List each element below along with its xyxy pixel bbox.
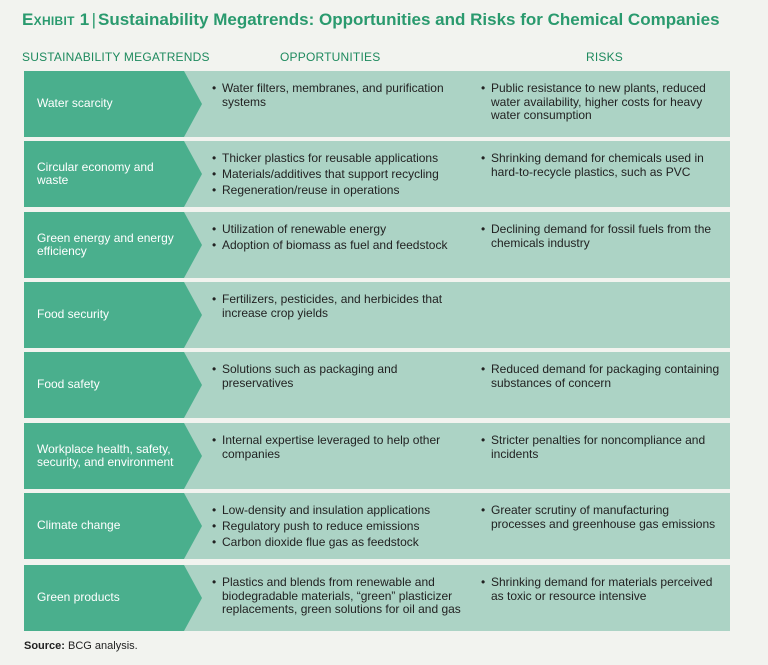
megatrend-row: Circular economy and waste Thicker plasti… xyxy=(24,141,730,207)
header-risks: RISKS xyxy=(586,50,624,64)
risks-list: Shrinking demand for materials perceived… xyxy=(481,575,721,603)
opportunity-item: Solutions such as packaging and preserva… xyxy=(212,362,462,390)
opportunities-cell: Plastics and blends from renewable and b… xyxy=(212,575,462,619)
opportunities-cell: Utilization of renewable energyAdoption … xyxy=(212,222,462,255)
opportunities-list: Fertilizers, pesticides, and herbicides … xyxy=(212,292,462,320)
megatrend-label: Green energy and energy efficiency xyxy=(24,212,202,278)
title-separator: | xyxy=(91,10,96,29)
opportunities-cell: Internal expertise leveraged to help oth… xyxy=(212,433,462,464)
risk-item: Stricter penalties for noncompliance and… xyxy=(481,433,721,461)
exhibit-title: Exhibit 1 | Sustainability Megatrends: Opp… xyxy=(22,10,720,30)
opportunities-cell: Low-density and insulation applicationsR… xyxy=(212,503,462,552)
risks-list: Public resistance to new plants, reduced… xyxy=(481,81,721,123)
opportunity-item: Materials/additives that support recycli… xyxy=(212,167,462,182)
risks-cell: Declining demand for fossil fuels from t… xyxy=(481,222,721,253)
risk-item: Declining demand for fossil fuels from t… xyxy=(481,222,721,250)
source-note: Source: BCG analysis. xyxy=(24,640,138,652)
opportunities-list: Internal expertise leveraged to help oth… xyxy=(212,433,462,461)
megatrend-row: Water scarcity Water filters, membranes, … xyxy=(24,71,730,137)
megatrend-name: Green products xyxy=(37,590,120,605)
megatrend-name: Green energy and energy efficiency xyxy=(37,230,174,258)
megatrend-label: Green products xyxy=(24,565,202,631)
opportunity-item: Plastics and blends from renewable and b… xyxy=(212,575,462,617)
risks-list: Stricter penalties for noncompliance and… xyxy=(481,433,721,461)
risk-item: Reduced demand for packaging containing … xyxy=(481,362,721,390)
opportunities-cell: Water filters, membranes, and purificati… xyxy=(212,81,462,112)
opportunity-item: Low-density and insulation applications xyxy=(212,503,462,518)
risks-list: Reduced demand for packaging containing … xyxy=(481,362,721,390)
risk-item: Public resistance to new plants, reduced… xyxy=(481,81,721,123)
megatrend-name: Food safety xyxy=(37,377,100,392)
risks-cell: Stricter penalties for noncompliance and… xyxy=(481,433,721,464)
megatrend-name: Workplace health, safety, security, and … xyxy=(37,441,174,469)
megatrend-row: Workplace health, safety, security, and … xyxy=(24,423,730,489)
megatrend-label: Climate change xyxy=(24,493,202,559)
megatrend-label: Water scarcity xyxy=(24,71,202,137)
risks-list: Shrinking demand for chemicals used in h… xyxy=(481,151,721,179)
megatrend-label: Circular economy and waste xyxy=(24,141,202,207)
megatrend-row: Green energy and energy efficiency Utiliz… xyxy=(24,212,730,278)
megatrend-name: Food security xyxy=(37,307,110,322)
opportunity-item: Regulatory push to reduce emissions xyxy=(212,519,462,534)
opportunity-item: Regeneration/reuse in operations xyxy=(212,183,462,198)
risks-cell: Public resistance to new plants, reduced… xyxy=(481,81,721,125)
opportunity-item: Water filters, membranes, and purificati… xyxy=(212,81,462,109)
risks-cell: Reduced demand for packaging containing … xyxy=(481,362,721,393)
opportunity-item: Internal expertise leveraged to help oth… xyxy=(212,433,462,461)
opportunities-list: Water filters, membranes, and purificati… xyxy=(212,81,462,109)
megatrend-label: Workplace health, safety, security, and … xyxy=(24,423,202,489)
opportunities-list: Utilization of renewable energyAdoption … xyxy=(212,222,462,253)
exhibit-number: Exhibit 1 xyxy=(22,10,90,29)
title-text: Sustainability Megatrends: Opportunities… xyxy=(97,10,720,29)
risks-cell: Greater scrutiny of manufacturing proces… xyxy=(481,503,721,534)
opportunities-list: Solutions such as packaging and preserva… xyxy=(212,362,462,390)
opportunities-cell: Solutions such as packaging and preserva… xyxy=(212,362,462,393)
megatrend-name: Climate change xyxy=(37,518,121,533)
risks-list: Declining demand for fossil fuels from t… xyxy=(481,222,721,250)
opportunity-item: Adoption of biomass as fuel and feedstoc… xyxy=(212,238,462,253)
opportunity-item: Fertilizers, pesticides, and herbicides … xyxy=(212,292,462,320)
opportunity-item: Utilization of renewable energy xyxy=(212,222,462,237)
source-text: BCG analysis. xyxy=(68,640,138,652)
megatrend-row: Food security Fertilizers, pesticides, an… xyxy=(24,282,730,348)
opportunities-cell: Fertilizers, pesticides, and herbicides … xyxy=(212,292,462,323)
opportunity-item: Thicker plastics for reusable applicatio… xyxy=(212,151,462,166)
megatrend-label: Food security xyxy=(24,282,202,348)
risks-cell: Shrinking demand for chemicals used in h… xyxy=(481,151,721,182)
megatrend-row: Food safety Solutions such as packaging a… xyxy=(24,352,730,418)
opportunities-list: Plastics and blends from renewable and b… xyxy=(212,575,462,617)
megatrend-label: Food safety xyxy=(24,352,202,418)
risk-item: Greater scrutiny of manufacturing proces… xyxy=(481,503,721,531)
header-megatrends: SUSTAINABILITY MEGATRENDS xyxy=(22,50,210,64)
megatrend-name: Water scarcity xyxy=(37,96,113,111)
opportunity-item: Carbon dioxide flue gas as feedstock xyxy=(212,535,462,550)
risks-list: Greater scrutiny of manufacturing proces… xyxy=(481,503,721,531)
source-label: Source: xyxy=(24,640,65,652)
megatrend-row: Climate change Low-density and insulation… xyxy=(24,493,730,559)
risk-item: Shrinking demand for chemicals used in h… xyxy=(481,151,721,179)
header-opportunities: OPPORTUNITIES xyxy=(280,50,381,64)
opportunities-list: Low-density and insulation applicationsR… xyxy=(212,503,462,550)
risk-item: Shrinking demand for materials perceived… xyxy=(481,575,721,603)
megatrend-name: Circular economy and waste xyxy=(37,159,154,187)
megatrend-row: Green products Plastics and blends from r… xyxy=(24,565,730,631)
opportunities-cell: Thicker plastics for reusable applicatio… xyxy=(212,151,462,200)
risks-cell: Shrinking demand for materials perceived… xyxy=(481,575,721,606)
opportunities-list: Thicker plastics for reusable applicatio… xyxy=(212,151,462,198)
